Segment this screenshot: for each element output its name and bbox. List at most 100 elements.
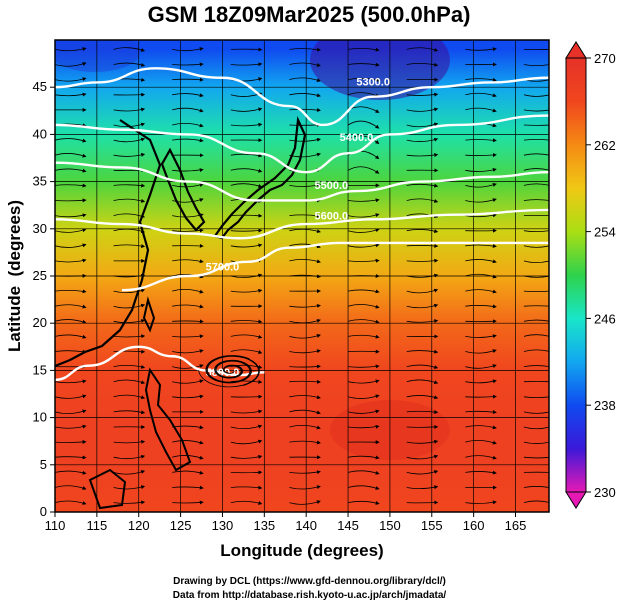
streamline <box>523 124 549 126</box>
streamline <box>465 107 497 113</box>
streamline <box>406 454 439 460</box>
streamline <box>230 228 263 233</box>
streamline <box>113 485 146 490</box>
y-tick-label: 20 <box>33 315 47 330</box>
streamline <box>406 229 439 233</box>
streamline <box>55 349 87 354</box>
coastline-china <box>55 119 162 368</box>
streamline <box>289 228 321 234</box>
streamline <box>406 439 439 444</box>
streamline <box>55 183 87 188</box>
streamline <box>348 409 380 414</box>
streamline <box>523 245 549 248</box>
streamline <box>230 243 263 248</box>
streamline <box>289 183 321 188</box>
streamline <box>55 424 87 429</box>
streamline <box>230 168 263 173</box>
streamline <box>55 455 87 460</box>
streamline <box>172 198 204 203</box>
streamline <box>289 259 321 264</box>
streamline <box>230 47 263 52</box>
streamline <box>230 485 263 490</box>
streamline <box>55 379 87 384</box>
streamline <box>113 228 146 234</box>
coastline-philippines <box>144 367 192 472</box>
streamline <box>465 168 497 172</box>
streamline <box>289 395 321 400</box>
streamline <box>55 228 87 233</box>
streamline <box>113 213 146 218</box>
contour-label: 5300.0 <box>356 76 390 88</box>
streamline <box>230 153 263 158</box>
streamline <box>465 334 497 339</box>
streamline <box>55 409 87 414</box>
coastline-korea <box>160 147 206 232</box>
streamline <box>406 485 439 490</box>
streamline <box>347 304 380 309</box>
streamline <box>172 47 204 52</box>
streamline <box>406 243 439 248</box>
streamline <box>55 394 87 399</box>
streamline <box>289 349 321 354</box>
streamline <box>172 138 204 143</box>
colorbar-tick-label: 246 <box>594 311 616 326</box>
streamline <box>230 424 263 430</box>
vortex-arm <box>206 355 260 386</box>
streamline <box>289 108 321 113</box>
streamline <box>230 334 263 339</box>
streamline <box>523 456 549 459</box>
streamline <box>113 288 146 294</box>
streamline <box>406 379 439 385</box>
streamline <box>406 258 439 263</box>
contour-label: 5600.0 <box>314 210 348 222</box>
streamline <box>348 62 380 67</box>
streamline <box>406 198 439 203</box>
y-tick-label: 5 <box>40 457 47 472</box>
streamline <box>55 92 87 97</box>
streamline <box>347 394 380 399</box>
streamline <box>230 62 263 67</box>
streamline <box>172 259 204 264</box>
x-tick-label: 165 <box>505 518 527 533</box>
streamline <box>172 379 204 384</box>
chart-title: GSM 18Z09Mar2025 (500.0hPa) <box>148 2 471 27</box>
streamline <box>289 409 321 415</box>
streamline <box>347 166 380 174</box>
streamline <box>523 426 549 430</box>
streamline <box>348 334 380 339</box>
streamline <box>523 411 549 414</box>
streamline <box>523 168 549 171</box>
streamline <box>172 304 204 309</box>
streamline <box>55 289 87 294</box>
wind-streamlines <box>55 47 549 505</box>
streamline <box>523 230 549 233</box>
streamline <box>230 288 263 293</box>
streamline <box>348 47 380 52</box>
streamline <box>113 454 146 460</box>
streamline <box>523 183 549 186</box>
x-tick-label: 130 <box>212 518 234 533</box>
streamline <box>289 470 321 475</box>
streamline <box>113 198 146 203</box>
streamline <box>289 379 321 384</box>
streamline <box>406 183 439 188</box>
colorbar-tick-label: 254 <box>594 225 616 240</box>
streamline <box>55 77 87 82</box>
streamline <box>113 183 146 188</box>
streamline <box>113 47 146 52</box>
streamline <box>348 77 380 82</box>
streamline <box>55 47 87 52</box>
plot-area: 5300.0 5400.0 5500.0 5600.0 5700.0 5800.0 <box>55 40 549 512</box>
streamline <box>289 77 321 82</box>
streamline <box>55 319 87 324</box>
streamline <box>289 47 321 52</box>
streamline <box>113 394 146 400</box>
y-tick-label: 45 <box>33 79 47 94</box>
streamline <box>348 258 380 263</box>
streamline <box>172 168 204 173</box>
streamline <box>406 349 439 354</box>
streamline <box>172 77 204 82</box>
streamline <box>289 425 321 430</box>
streamline <box>230 122 263 127</box>
streamline <box>523 260 549 264</box>
